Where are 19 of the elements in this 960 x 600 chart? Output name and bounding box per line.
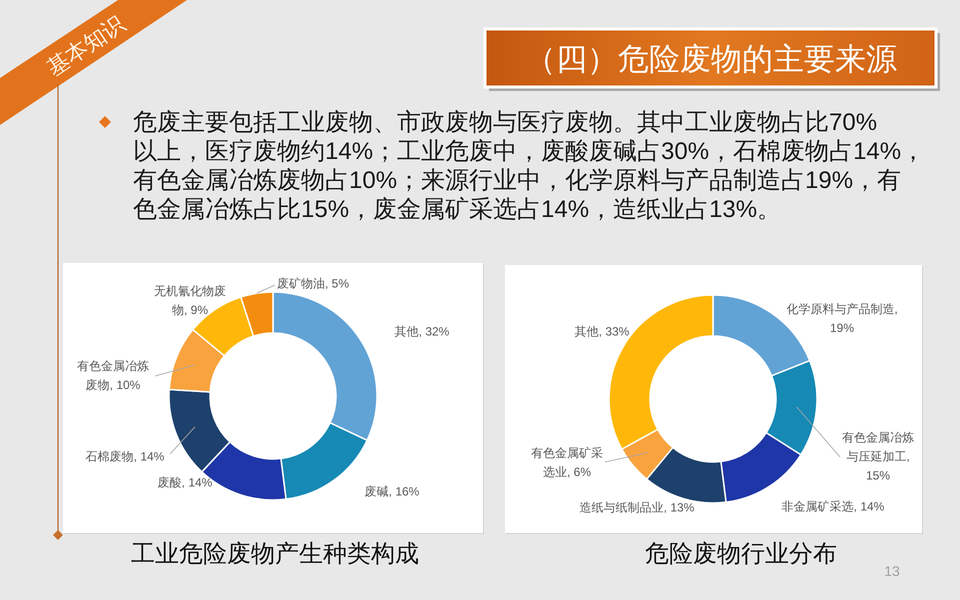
page-number: 13 — [884, 563, 900, 579]
data-label: 化学原料与产品制造, 19% — [785, 301, 899, 337]
caption: 工业危险废物产生种类构成 — [131, 540, 419, 570]
data-label: 废矿物油, 5% — [277, 276, 349, 292]
data-label: 石棉废物, 14% — [86, 448, 164, 466]
data-label: 其他, 33% — [574, 324, 630, 340]
data-label: 造纸与纸制品业, 13% — [580, 500, 694, 516]
caption: 危险废物行业分布 — [645, 540, 837, 570]
data-label: 有色金属冶炼与压延加工, 15% — [841, 430, 915, 484]
data-label: 其他, 32% — [394, 324, 450, 340]
title: （四）危险废物的主要来源 — [525, 44, 897, 74]
data-label: 废酸, 14% — [158, 474, 212, 492]
ribbon-label: 基本知识 — [43, 12, 129, 80]
data-label: 有色金属冶炼废物, 10% — [76, 358, 150, 394]
paragraph: 危废主要包括工业废物、市政废物与医疗废物。其中工业废物占比70%以上，医疗废物约14%；工业危废中，废酸废碱占30%，石棉废物占14%，有色金属冶炼废物占10%；来源行业中，化学原料与产品制造占19%，有色金属冶炼占比15%，废金属矿采选占14%，造纸业占13%。 — [133, 108, 926, 224]
data-label: 非金属矿采选, 14% — [782, 498, 884, 516]
data-label: 无机氰化物废物, 9% — [153, 283, 227, 319]
data-label: 有色金属矿采选业, 6% — [530, 445, 604, 481]
data-label: 废碱, 16% — [364, 484, 420, 500]
